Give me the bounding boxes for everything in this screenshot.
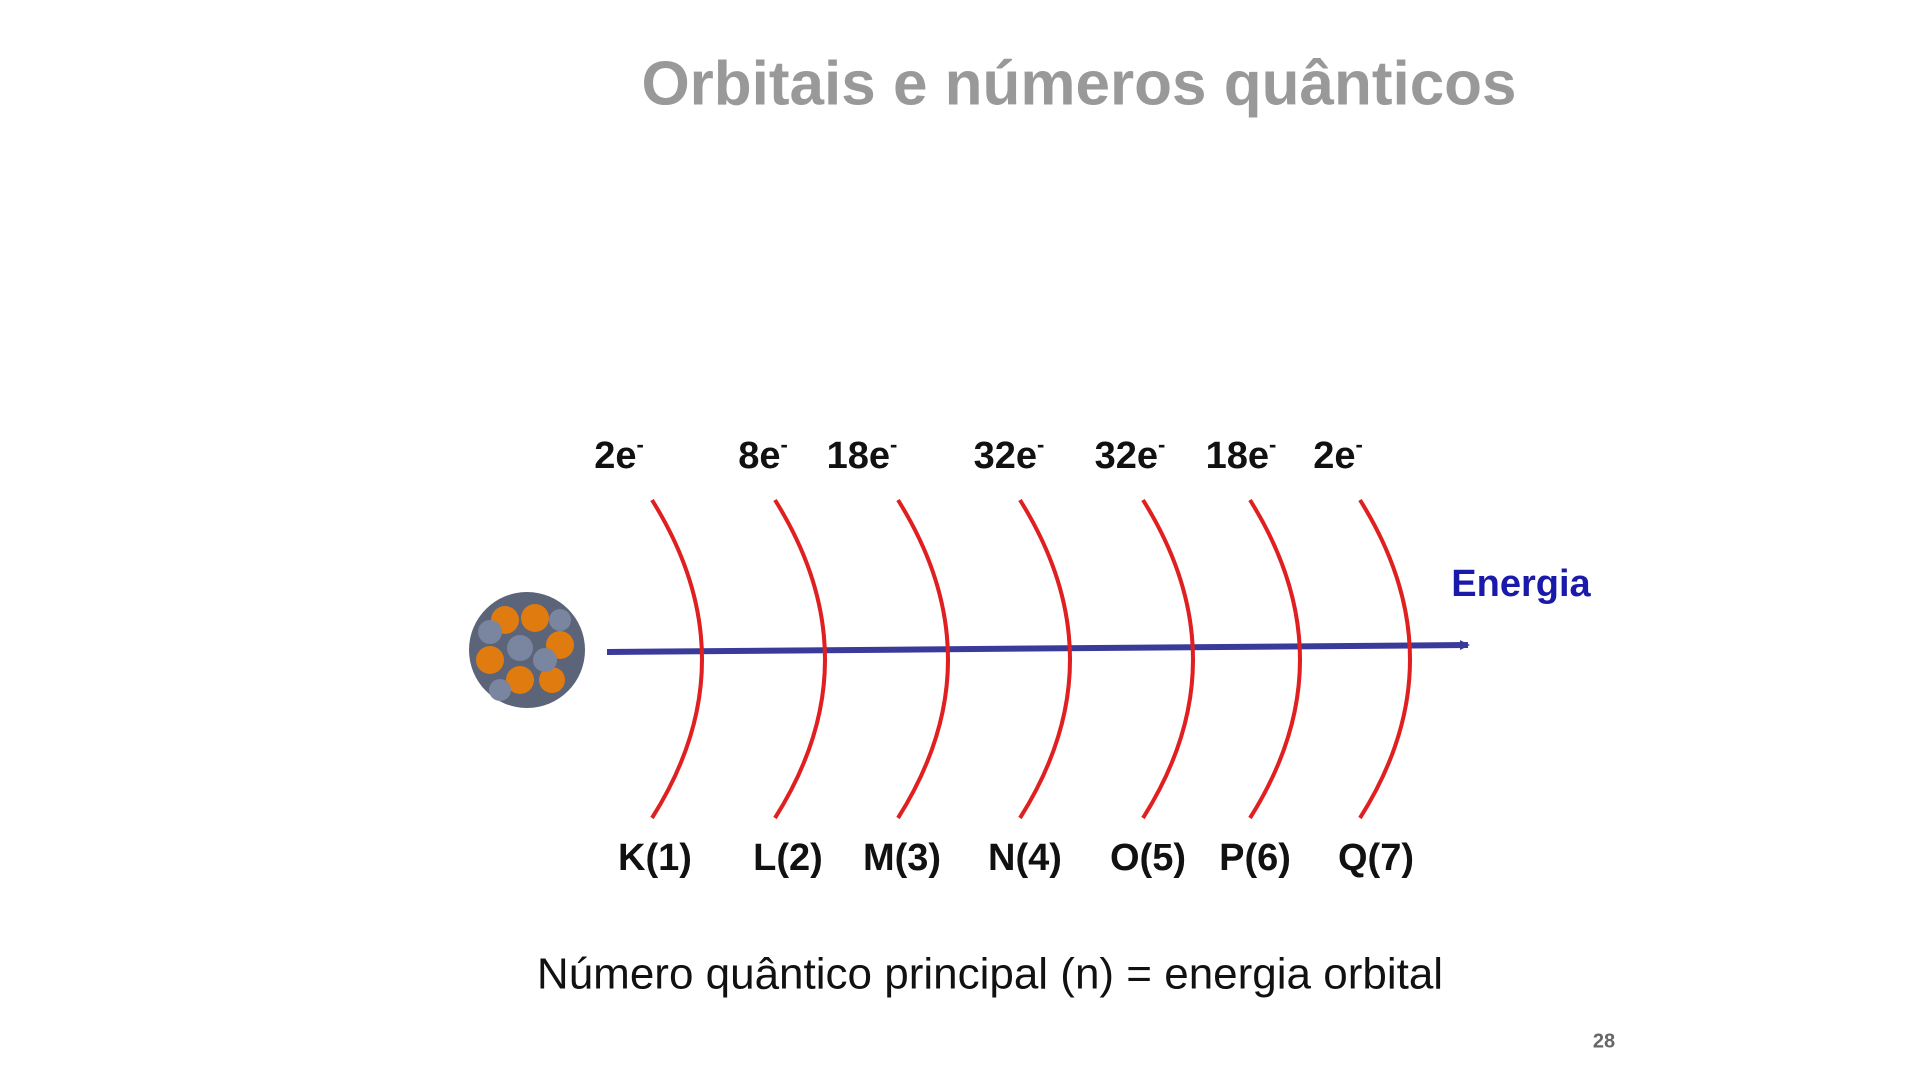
electron-charge: - bbox=[1355, 432, 1362, 457]
electron-count: 8e- bbox=[738, 432, 788, 477]
electron-number: 32e bbox=[1095, 435, 1158, 477]
shell-label: Q(7) bbox=[1338, 837, 1414, 879]
shell-label: L(2) bbox=[753, 837, 823, 879]
energy-axis bbox=[606, 640, 1470, 655]
electron-number: 32e bbox=[974, 435, 1037, 477]
electron-count: 32e- bbox=[974, 432, 1045, 477]
electron-charge: - bbox=[1158, 432, 1165, 457]
shell-arc bbox=[1141, 498, 1195, 820]
shell-arc bbox=[896, 498, 950, 820]
electron-count: 18e- bbox=[1206, 432, 1277, 477]
shell-arc bbox=[1358, 498, 1412, 820]
shell-label: M(3) bbox=[863, 837, 941, 879]
electron-charge: - bbox=[636, 432, 643, 457]
electron-charge: - bbox=[780, 432, 787, 457]
shell-arc bbox=[1018, 498, 1072, 820]
shell-label: K(1) bbox=[618, 837, 692, 879]
electron-number: 2e bbox=[594, 435, 636, 477]
caption: Número quântico principal (n) = energia … bbox=[537, 950, 1443, 999]
shell-label: N(4) bbox=[988, 837, 1062, 879]
electron-number: 8e bbox=[738, 435, 780, 477]
electron-charge: - bbox=[1037, 432, 1044, 457]
electron-count: 32e- bbox=[1095, 432, 1166, 477]
shells: 2e-K(1)8e-L(2)18e-M(3)32e-N(4)32e-O(5)18… bbox=[594, 432, 1414, 879]
electron-charge: - bbox=[890, 432, 897, 457]
electron-charge: - bbox=[1269, 432, 1276, 457]
electron-count: 2e- bbox=[594, 432, 644, 477]
electron-count: 18e- bbox=[827, 432, 898, 477]
shell-label: O(5) bbox=[1110, 837, 1186, 879]
electron-number: 18e bbox=[827, 435, 890, 477]
shell-arc bbox=[650, 498, 704, 820]
shell-arc bbox=[773, 498, 827, 820]
nucleus bbox=[469, 592, 585, 708]
electron-number: 2e bbox=[1313, 435, 1355, 477]
title: Orbitais e números quânticos bbox=[641, 49, 1516, 118]
electron-count: 2e- bbox=[1313, 432, 1363, 477]
axis-label: Energia bbox=[1451, 563, 1591, 605]
electron-number: 18e bbox=[1206, 435, 1269, 477]
page-number: 28 bbox=[1593, 1030, 1615, 1052]
shell-arc bbox=[1248, 498, 1302, 820]
shell-label: P(6) bbox=[1219, 837, 1291, 879]
